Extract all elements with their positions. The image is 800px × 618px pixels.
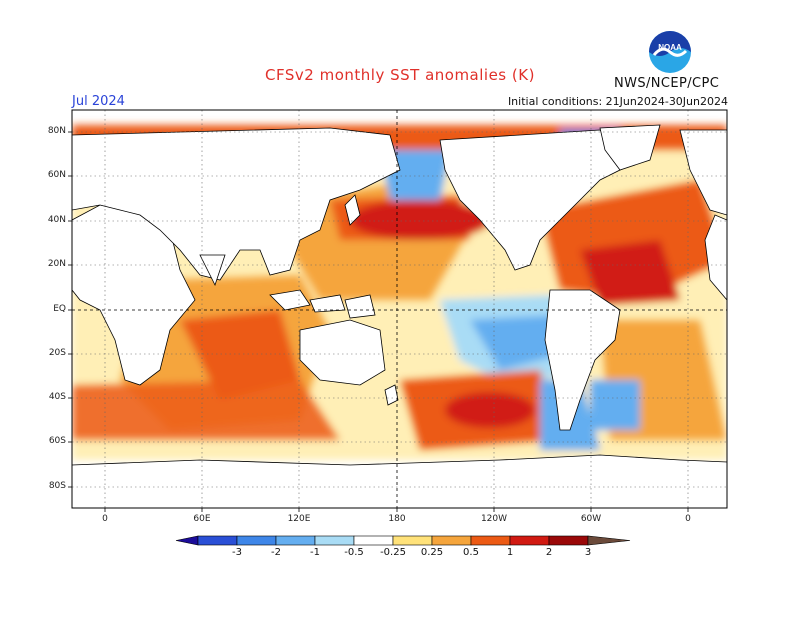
anomaly-indian-core [180, 310, 300, 400]
colorbar-swatch [197, 535, 238, 546]
colorbar-swatch [275, 535, 316, 546]
antarctica-outline [72, 454, 727, 508]
initial-conditions: Initial conditions: 21Jun2024-30Jun2024 [507, 95, 728, 108]
axis-ticks [68, 131, 689, 512]
colorbar-tick-label: -2 [271, 547, 281, 558]
lat-label-20s: 20S [48, 348, 66, 358]
colorbar-swatch [236, 535, 277, 546]
europe-east-outline [679, 129, 727, 216]
lat-label-80n: 80N [47, 126, 66, 136]
colorbar-swatch [314, 535, 355, 546]
lat-label-60n: 60N [47, 170, 66, 180]
new-zealand-outline [384, 384, 399, 406]
logo-text: NOAA [658, 43, 682, 52]
anomaly-south-indian [72, 380, 340, 440]
graticule [72, 110, 727, 508]
forecast-month: Jul 2024 [72, 94, 125, 109]
colorbar-tick-label: 3 [584, 547, 592, 558]
new-guinea-outline [344, 294, 376, 319]
lon-label-120e: 120E [287, 514, 311, 524]
colorbar-tick-label: -3 [232, 547, 242, 558]
south-america-outline [544, 289, 621, 431]
colorbar-swatch [353, 535, 394, 546]
map-frame [71, 109, 728, 509]
colorbar-tick-label: 0.5 [463, 547, 479, 558]
colorbar-swatch [431, 535, 472, 546]
lat-label-20n: 20N [47, 259, 66, 269]
colorbar-tick-label: -1 [310, 547, 320, 558]
colorbar-swatch [509, 535, 550, 546]
lon-label-60w: 60W [580, 514, 602, 524]
colorbar-tick-label: 0.25 [420, 547, 444, 558]
anomaly-north-pacific-core [350, 200, 490, 240]
colorbar-tick-label: 1 [506, 547, 514, 558]
noaa-logo: NOAA [648, 30, 692, 74]
colorbar-tick-label: -0.25 [380, 547, 406, 558]
lon-label-0-east: 0 [685, 514, 691, 524]
lat-label-40s: 40S [48, 392, 66, 402]
japan-outline [344, 194, 361, 226]
eurasia-outline [72, 127, 401, 281]
anomaly-south-pacific-core [445, 392, 535, 428]
colorbar-tick-label: -0.5 [344, 547, 364, 558]
colorbar-swatch [470, 535, 511, 546]
lon-label-180: 180 [388, 514, 406, 524]
colorbar-swatch [548, 535, 589, 546]
greenland-outline [599, 124, 661, 171]
reference-lines [72, 110, 727, 508]
anomaly-tropical-atlantic [580, 240, 680, 305]
colorbar-high-arrow [587, 535, 631, 546]
anomaly-argentine-cool [590, 380, 640, 430]
anomaly-north-atlantic [540, 180, 727, 300]
lat-label-40n: 40N [47, 215, 66, 225]
lon-label-120w: 120W [480, 514, 508, 524]
lon-label-60e: 60E [193, 514, 211, 524]
colorbar-tick-label: 2 [545, 547, 553, 558]
sumatra-outline [269, 289, 311, 311]
australia-outline [299, 319, 386, 386]
continents [72, 124, 727, 508]
lat-label-60s: 60S [48, 436, 66, 446]
colorbar-swatch [392, 535, 433, 546]
colorbar-low-arrow [175, 535, 199, 546]
africa-west-outline [704, 214, 727, 301]
lon-label-0: 0 [102, 514, 108, 524]
india-outline [199, 254, 226, 287]
lat-label-eq: EQ [53, 304, 66, 314]
chart-title: CFSv2 monthly SST anomalies (K) [265, 66, 535, 84]
lat-label-80s: 80S [48, 481, 66, 491]
agency-label: NWS/NCEP/CPC [614, 76, 720, 91]
